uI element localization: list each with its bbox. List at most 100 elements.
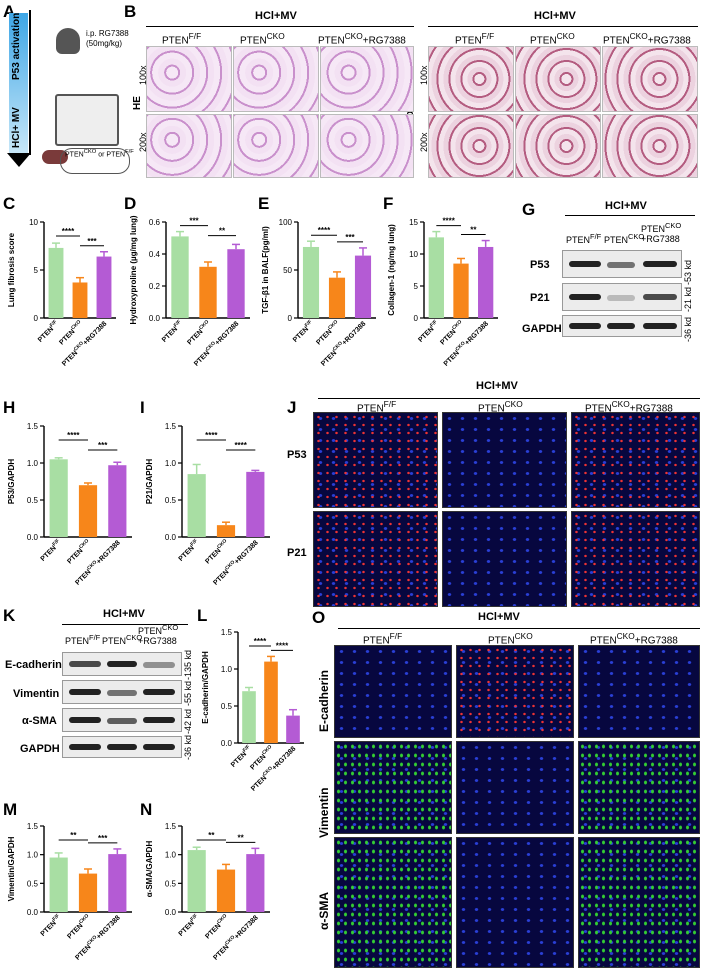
significance-stars: ****: [318, 226, 331, 235]
k-col-cko: PTENCKO: [102, 633, 143, 646]
p53-activation-label: P53 activation: [11, 12, 22, 80]
if-ecad-rg: [578, 645, 700, 738]
chart-e-tgfb1: 0 50 100 TGF-β1 in BALF(pg/ml) PTENF/FPTENCK…: [261, 218, 376, 368]
significance-stars: ***: [98, 441, 108, 450]
y-tick-label: 10: [409, 250, 418, 259]
if-p53-rg: [571, 412, 700, 508]
blot-sma: [62, 708, 182, 732]
o-row-vim: Vimentin: [317, 787, 331, 838]
hcl-mv-label: HCl+ MV: [11, 107, 22, 148]
panel-label-e: E: [258, 194, 270, 213]
bar: [286, 715, 300, 743]
if-vim-cko: [456, 741, 574, 834]
o-col-cko: PTENCKO: [488, 631, 533, 647]
significance-stars: **: [219, 227, 226, 236]
y-axis-label: Collagen-1 (ng/mg lung): [387, 224, 396, 316]
ventilator-icon: [55, 94, 119, 146]
y-tick-label: 1.0: [165, 851, 177, 860]
b-col-rg: PTENCKO+RG7388: [318, 31, 406, 47]
significance-stars: ****: [234, 441, 247, 450]
panel-label-k: K: [3, 606, 16, 625]
x-tick-label: PTENCKO+RG7388: [60, 319, 109, 368]
k-row-vim: Vimentin: [13, 688, 60, 700]
if-p21-cko: [442, 511, 567, 607]
blot-ecad: [62, 652, 182, 676]
mouse-genotype-text: PTENCKO or PTENF/F: [65, 149, 134, 159]
bar: [227, 249, 245, 318]
y-tick-label: 10: [29, 218, 38, 227]
he-100x-rg: [320, 46, 414, 112]
b-col-ff: PTENF/F: [162, 31, 202, 47]
y-tick-label: 1.0: [165, 459, 177, 468]
x-tick-label: PTENCKO: [185, 319, 213, 347]
x-tick-label: PTENF/F: [160, 319, 185, 344]
if-p21-rg: [571, 511, 700, 607]
k-kd-gapdh: -36 kd: [183, 734, 193, 760]
bar: [49, 459, 68, 537]
j-row-p53: P53: [287, 449, 307, 461]
arrow-line: [29, 10, 31, 155]
o-row-sma: α-SMA: [317, 891, 331, 930]
if-p21-ff: [313, 511, 438, 607]
x-tick-label: PTENCKO: [65, 913, 93, 941]
y-tick-label: 1.0: [27, 851, 39, 860]
significance-stars: **: [238, 833, 245, 842]
y-tick-label: 100: [279, 218, 293, 227]
bar: [199, 266, 217, 318]
significance-stars: **: [208, 831, 215, 840]
panel-label-m: M: [3, 800, 18, 819]
significance-stars: ***: [87, 237, 97, 246]
if-ecad-cko: [456, 645, 574, 738]
j-col-ff: PTENF/F: [357, 399, 397, 415]
chart-l-ecadherin: 0.00.51.01.5E-cadherin/GAPDHPTENF/FPTENC…: [201, 628, 304, 793]
if-sma-ff: [334, 837, 452, 968]
significance-stars: ***: [98, 834, 108, 843]
significance-stars: **: [70, 831, 77, 840]
if-p53-cko: [442, 412, 567, 508]
g-kd-gapdh: -36 kd: [683, 316, 693, 342]
if-vim-ff: [334, 741, 452, 834]
panel-label-l: L: [197, 606, 208, 625]
y-tick-label: 0.5: [221, 702, 233, 711]
y-tick-label: 0.5: [165, 879, 177, 888]
x-tick-label: PTENF/F: [176, 913, 201, 938]
x-tick-label: PTENCKO+RG7388: [441, 319, 490, 368]
dose-text-1: i.p. RG7388: [86, 29, 129, 38]
y-tick-label: 0: [34, 314, 39, 323]
y-axis-label: α-SMA/GAPDH: [145, 841, 154, 898]
k-treatment: HCl+MV: [103, 608, 145, 620]
mouse-icon: [56, 28, 80, 54]
bar: [216, 869, 236, 912]
x-tick-label: PTENF/F: [38, 538, 63, 563]
y-axis-label: Vimentin/GAPDH: [7, 836, 16, 901]
bar: [328, 277, 346, 318]
y-tick-label: 1.5: [27, 822, 39, 831]
bar: [187, 474, 206, 537]
x-tick-label: PTENF/F: [36, 319, 61, 344]
g-kd-p53: -53 kd: [683, 259, 693, 285]
significance-stars: **: [470, 226, 477, 235]
y-axis-label: E-cadherin/GAPDH: [201, 651, 210, 724]
panel-label-n: N: [140, 800, 153, 819]
k-row-sma: α-SMA: [22, 715, 57, 727]
masson-200x-cko: [515, 114, 601, 178]
y-tick-label: 0.2: [149, 282, 161, 291]
k-kd-vim: -55 kd: [183, 680, 193, 706]
bar: [246, 471, 265, 537]
chart-i-p21: 0.00.51.01.5P21/GAPDHPTENF/FPTENCKOPTENC…: [145, 422, 270, 587]
y-tick-label: 0.0: [165, 533, 177, 542]
y-tick-label: 1.0: [221, 665, 233, 674]
bar: [171, 236, 189, 318]
o-col-ff: PTENF/F: [363, 631, 403, 647]
y-tick-label: 1.5: [165, 822, 177, 831]
j-treatment: HCl+MV: [476, 380, 518, 392]
significance-stars: ***: [345, 233, 355, 242]
j-col-rg: PTENCKO+RG7388: [585, 399, 673, 415]
x-tick-label: PTENCKO+RG7388: [319, 319, 368, 368]
o-col-rg: PTENCKO+RG7388: [590, 631, 678, 647]
he-200x-cko: [233, 114, 319, 178]
y-axis-label: Lung fibrosis score: [7, 232, 16, 307]
bar: [108, 854, 127, 912]
b-masson-treatment: HCl+MV: [534, 10, 576, 22]
